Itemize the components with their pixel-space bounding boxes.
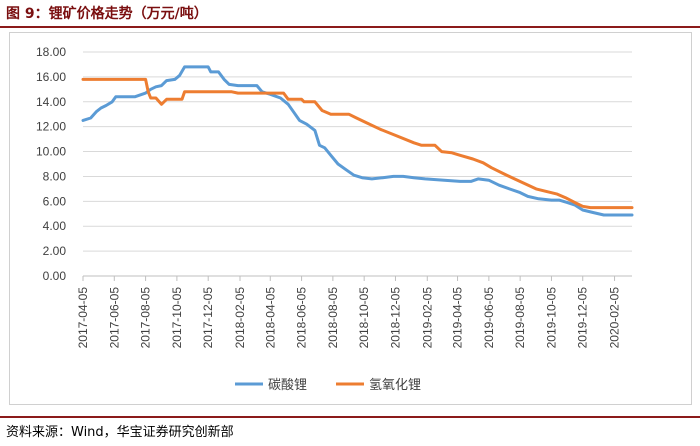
y-axis: 0.00 2.00 4.00 6.00 8.00 10.00 12.00 14.00 16.00… — [36, 45, 66, 283]
title-bar: 图 9：锂矿价格走势（万元/吨） — [0, 0, 700, 26]
y-tick-label: 6.00 — [43, 194, 67, 208]
x-tick-label: 2019-10-05 — [544, 287, 558, 349]
source-note: 资料来源：Wind，华宝证券研究创新部 — [6, 425, 234, 440]
series-line-1 — [81, 65, 634, 217]
x-tick-label: 2018-04-05 — [263, 287, 277, 349]
x-tick-label: 2020-02-05 — [608, 287, 622, 349]
x-axis: 2017-04-05 2017-06-05 2017-08-05 2017-10-05… — [76, 275, 632, 349]
x-tick-label: 2019-06-05 — [482, 287, 496, 349]
x-tick-label: 2019-08-05 — [513, 287, 527, 349]
x-tick-label: 2018-02-05 — [233, 287, 247, 349]
y-tick-label: 18.00 — [36, 45, 66, 59]
x-tick-label: 2018-10-05 — [357, 287, 371, 349]
legend-label: 碳酸锂 — [268, 378, 307, 393]
y-tick-label: 0.00 — [43, 269, 67, 283]
x-tick-label: 2018-06-05 — [295, 287, 309, 349]
x-tick-label: 2019-12-05 — [576, 287, 590, 349]
x-tick-label: 2019-02-05 — [420, 287, 434, 349]
source-divider — [0, 416, 700, 418]
y-tick-label: 14.00 — [36, 95, 66, 109]
x-tick-label: 2017-08-05 — [139, 287, 153, 349]
x-tick-label: 2019-04-05 — [451, 287, 465, 349]
series-layer — [81, 65, 634, 217]
y-tick-label: 12.00 — [36, 120, 66, 134]
title-divider — [0, 26, 700, 28]
x-tick-label: 2018-08-05 — [326, 287, 340, 349]
legend-label: 氢氧化锂 — [369, 378, 421, 393]
x-tick-label: 2017-10-05 — [170, 287, 184, 349]
grid-layer — [83, 51, 632, 252]
y-tick-label: 8.00 — [43, 169, 67, 183]
series-line-2 — [81, 77, 634, 210]
figure-title: 图 9：锂矿价格走势（万元/吨） — [6, 6, 208, 22]
x-tick-label: 2017-12-05 — [201, 287, 215, 349]
x-tick-label: 2017-06-05 — [107, 287, 121, 349]
x-tick-label: 2018-12-05 — [388, 287, 402, 349]
y-tick-label: 4.00 — [43, 219, 67, 233]
y-tick-label: 2.00 — [43, 244, 67, 258]
chart-frame — [9, 32, 692, 405]
legend: 碳酸锂 氢氧化锂 — [235, 378, 421, 393]
y-tick-label: 10.00 — [36, 145, 66, 159]
x-tick-label: 2017-04-05 — [76, 287, 90, 349]
y-tick-label: 16.00 — [36, 70, 66, 84]
